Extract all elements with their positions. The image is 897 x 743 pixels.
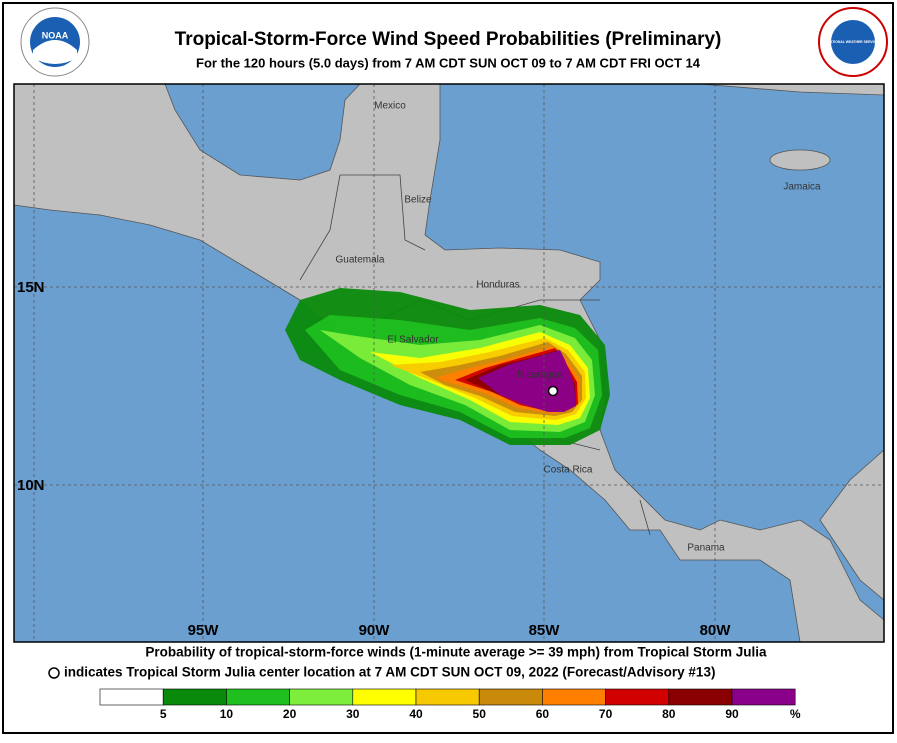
border — [639, 499, 651, 536]
graticule — [14, 84, 884, 642]
lon-label: 90W — [359, 622, 391, 639]
legend-swatch — [226, 688, 290, 706]
logo-text: NOAA — [42, 30, 69, 40]
border — [299, 174, 341, 281]
map: Mexico Belize Guatemala Honduras El Salv… — [13, 83, 885, 643]
legend-label: 40 — [409, 707, 423, 721]
legend-label: 90 — [725, 707, 739, 721]
legend-swatch — [99, 688, 164, 706]
legend-swatch — [415, 688, 480, 706]
noaa-logo: NOAA — [20, 7, 90, 77]
place-label: Mexico — [374, 101, 406, 112]
nws-logo: NATIONAL WEATHER SERVICE — [818, 7, 888, 77]
legend-swatch — [289, 688, 354, 706]
legend-label: 70 — [599, 707, 613, 721]
place-label: Guatemala — [336, 255, 385, 266]
legend-label: 5 — [160, 707, 167, 721]
lon-label: 80W — [700, 622, 732, 639]
center-symbol — [48, 667, 60, 679]
legend-label: 30 — [346, 707, 360, 721]
subtitle: For the 120 hours (5.0 days) from 7 AM C… — [196, 55, 701, 70]
legend-swatch — [352, 688, 417, 706]
probability-contours — [285, 288, 610, 445]
place-label: Costa Rica — [544, 465, 593, 476]
legend-label: 60 — [536, 707, 550, 721]
logo-disc — [831, 20, 875, 64]
legend-swatch — [668, 688, 733, 706]
lon-label: 95W — [188, 622, 220, 639]
legend: 5 10 20 30 40 50 60 70 80 90% — [99, 688, 801, 721]
legend-swatch — [542, 688, 606, 706]
logo-wave — [33, 40, 77, 64]
legend-swatch — [162, 688, 227, 706]
border — [340, 174, 426, 251]
logo-text: NATIONAL WEATHER SERVICE — [828, 40, 880, 44]
caption: indicates Tropical Storm Julia center lo… — [64, 665, 715, 680]
lat-label: 15N — [17, 279, 45, 296]
title: Tropical-Storm-Force Wind Speed Probabil… — [175, 29, 722, 50]
legend-swatch — [478, 688, 543, 706]
probability-area — [478, 350, 576, 412]
map-border — [13, 83, 885, 643]
legend-unit: % — [790, 707, 801, 721]
storm-center — [547, 385, 559, 397]
island — [769, 149, 831, 171]
legend-label: 50 — [473, 707, 487, 721]
lat-label: 10N — [17, 477, 45, 494]
place-label: El Salvador — [387, 335, 439, 346]
legend-label: 10 — [220, 707, 234, 721]
caption: Probability of tropical-storm-force wind… — [145, 645, 767, 660]
legend-swatch — [731, 688, 796, 706]
place-label: Belize — [404, 195, 432, 206]
legend-label: 20 — [283, 707, 297, 721]
place-label: Nicaragua — [517, 370, 563, 381]
lon-label: 85W — [529, 622, 561, 639]
place-label: Honduras — [476, 280, 519, 291]
place-label: Jamaica — [783, 182, 821, 193]
legend-swatch — [605, 688, 670, 706]
legend-label: 80 — [662, 707, 676, 721]
place-label: Panama — [687, 543, 725, 554]
